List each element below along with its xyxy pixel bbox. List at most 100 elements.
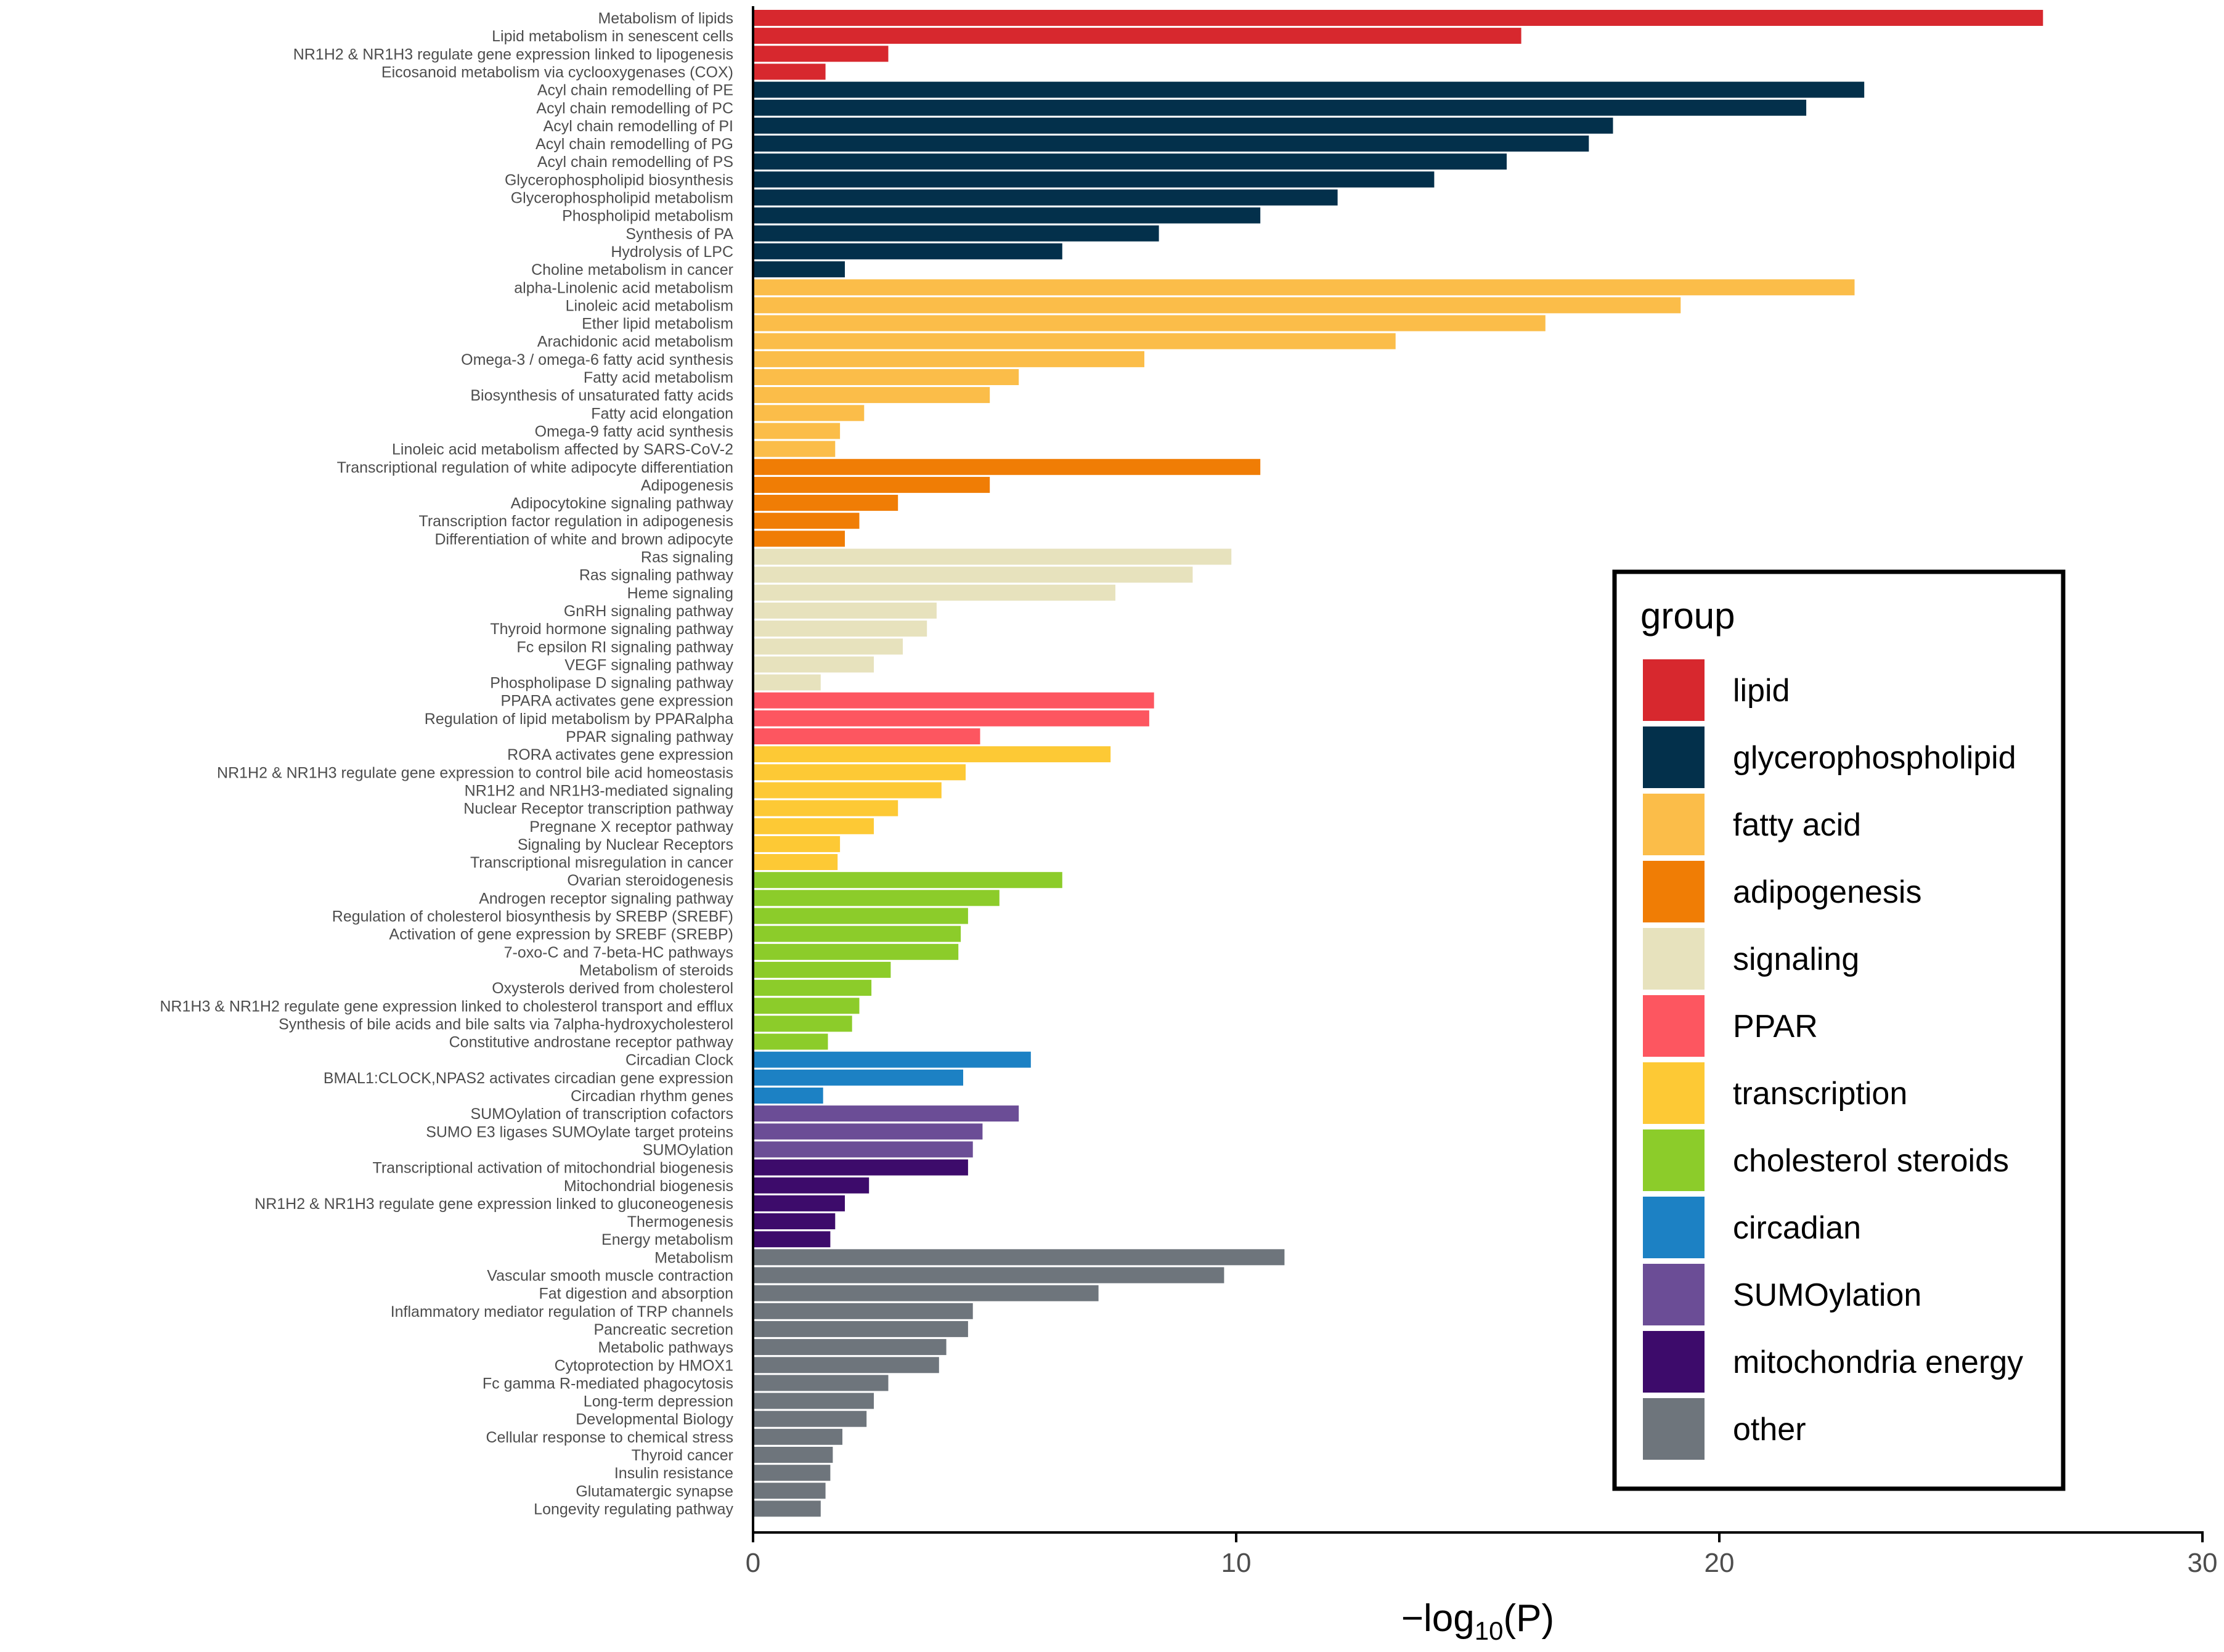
bars-layer xyxy=(753,10,2043,1517)
bar xyxy=(753,818,874,834)
bar xyxy=(753,1033,828,1050)
bar xyxy=(753,136,1589,152)
category-label: Developmental Biology xyxy=(576,1411,733,1428)
category-label: Acyl chain remodelling of PS xyxy=(537,153,733,171)
category-label: Pregnane X receptor pathway xyxy=(529,818,733,836)
category-label: Phospholipase D signaling pathway xyxy=(490,675,733,692)
bar xyxy=(753,980,872,996)
bar xyxy=(753,890,1000,906)
legend-swatch xyxy=(1643,659,1705,721)
category-label: Cytoprotection by HMOX1 xyxy=(555,1357,733,1374)
legend-label: mitochondria energy xyxy=(1733,1345,2023,1380)
category-label: Oxysterols derived from cholesterol xyxy=(492,980,733,997)
legend-label: cholesterol steroids xyxy=(1733,1143,2009,1179)
category-label: Metabolic pathways xyxy=(598,1339,733,1356)
bar xyxy=(753,1428,842,1445)
x-tick-label: 20 xyxy=(1705,1548,1735,1578)
bar xyxy=(753,1015,852,1032)
bar xyxy=(753,81,1865,98)
category-label: Fc epsilon RI signaling pathway xyxy=(516,638,733,656)
category-label: Glycerophospholipid biosynthesis xyxy=(505,171,733,189)
bar xyxy=(753,261,845,278)
category-label: Activation of gene expression by SREBF (… xyxy=(389,926,733,943)
category-label: Fatty acid metabolism xyxy=(584,369,733,386)
bar xyxy=(753,908,968,924)
bar xyxy=(753,458,1261,475)
legend-swatch xyxy=(1643,1129,1705,1191)
bar xyxy=(753,387,990,404)
category-label: Transcriptional regulation of white adip… xyxy=(337,459,733,476)
category-label: 7-oxo-C and 7-beta-HC pathways xyxy=(504,944,733,961)
bar xyxy=(753,46,889,62)
category-label: Synthesis of bile acids and bile salts v… xyxy=(279,1015,733,1033)
x-tick-label: 10 xyxy=(1221,1548,1252,1578)
legend-swatch xyxy=(1643,928,1705,990)
category-label: Mitochondrial biogenesis xyxy=(564,1178,733,1195)
category-label: Metabolism xyxy=(654,1249,733,1266)
category-label: Acyl chain remodelling of PE xyxy=(537,82,733,99)
bar xyxy=(753,1483,826,1499)
bar xyxy=(753,800,898,816)
category-label: PPARA activates gene expression xyxy=(500,693,733,710)
category-label: Thermogenesis xyxy=(627,1213,733,1231)
category-label: PPAR signaling pathway xyxy=(566,728,733,746)
category-label: Glutamatergic synapse xyxy=(576,1483,733,1500)
bar xyxy=(753,315,1546,332)
bar xyxy=(753,189,1338,206)
legend-items: lipid glycerophospholipid fatty acid adipog… xyxy=(1643,659,2023,1460)
category-label: NR1H2 & NR1H3 regulate gene expression l… xyxy=(293,46,733,63)
category-label: Choline metabolism in cancer xyxy=(531,261,733,279)
category-label: Acyl chain remodelling of PI xyxy=(544,118,733,135)
legend-swatch xyxy=(1643,861,1705,922)
legend-swatch xyxy=(1643,794,1705,855)
category-label: Inflammatory mediator regulation of TRP … xyxy=(391,1303,733,1320)
bar xyxy=(753,405,865,421)
bar xyxy=(753,943,959,960)
category-label: Ovarian steroidogenesis xyxy=(567,872,733,889)
bar xyxy=(753,117,1613,134)
bar xyxy=(753,674,821,691)
bar xyxy=(753,1051,1031,1068)
legend-title: group xyxy=(1640,595,1735,637)
category-label: Glycerophospholipid metabolism xyxy=(511,190,733,207)
bar xyxy=(753,63,826,80)
bar xyxy=(753,369,1019,385)
category-label: Adipogenesis xyxy=(641,477,733,494)
category-label: Longevity regulating pathway xyxy=(534,1500,733,1518)
bar xyxy=(753,1357,939,1373)
category-label: Cellular response to chemical stress xyxy=(486,1429,733,1446)
bar xyxy=(753,548,1232,565)
category-label: Differentiation of white and brown adipo… xyxy=(434,531,733,548)
category-label: Transcriptional misregulation in cancer xyxy=(470,854,733,871)
bar xyxy=(753,1393,874,1409)
legend-label: signaling xyxy=(1733,942,1859,977)
category-label: alpha-Linolenic acid metabolism xyxy=(514,279,733,296)
bar xyxy=(753,279,1855,296)
category-label: Synthesis of PA xyxy=(625,226,733,243)
bar xyxy=(753,1159,968,1176)
category-label: Ras signaling pathway xyxy=(579,567,734,584)
legend-swatch xyxy=(1643,726,1705,788)
category-label: Arachidonic acid metabolism xyxy=(537,333,733,351)
category-label: NR1H2 & NR1H3 regulate gene expression l… xyxy=(255,1195,733,1213)
legend-label: PPAR xyxy=(1733,1009,1818,1044)
bar xyxy=(753,495,898,511)
bar xyxy=(753,441,836,457)
x-axis-ticks: 0 10 20 30 xyxy=(746,1532,2218,1578)
legend: group lipid glycerophospholipid fatty acid… xyxy=(1612,569,2066,1491)
bar xyxy=(753,638,903,655)
legend-label: adipogenesis xyxy=(1733,874,1921,910)
bar xyxy=(753,782,942,799)
bar xyxy=(753,1267,1224,1284)
category-label: Linoleic acid metabolism xyxy=(566,297,733,314)
category-label: Ras signaling xyxy=(641,549,733,566)
bar xyxy=(753,1320,968,1337)
category-label: Androgen receptor signaling pathway xyxy=(479,890,733,907)
category-label: Acyl chain remodelling of PG xyxy=(536,136,733,153)
bar xyxy=(753,1447,833,1463)
x-tick-label: 30 xyxy=(2188,1548,2218,1578)
bar xyxy=(753,692,1154,709)
category-label: Lipid metabolism in senescent cells xyxy=(492,28,733,45)
bar xyxy=(753,1231,831,1248)
